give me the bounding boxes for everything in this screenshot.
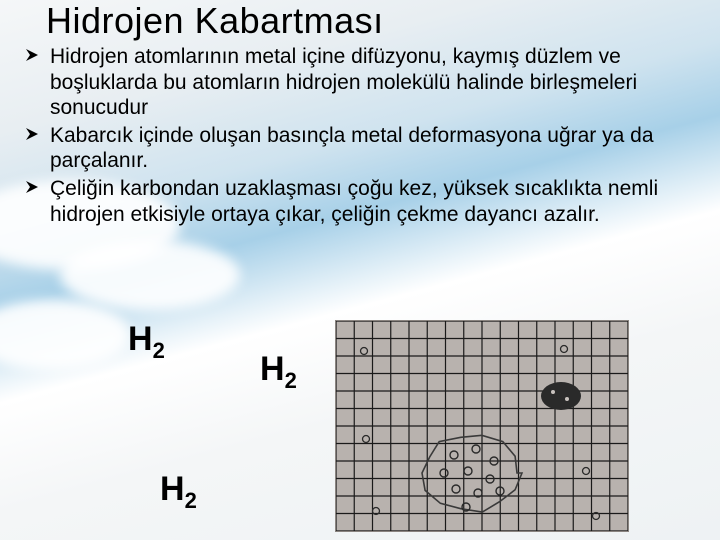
h2-text: H <box>128 320 153 358</box>
h2-sub: 2 <box>153 338 165 363</box>
bullet-text: Çeliğin karbondan uzaklaşması çoğu kez, … <box>50 177 658 226</box>
h2-label-3: H2 <box>160 470 197 514</box>
slide-content: Hidrojen Kabartması Hidrojen atomlarının… <box>0 0 720 227</box>
list-item: Hidrojen atomlarının metal içine difüzyo… <box>18 44 696 121</box>
h2-label-2: H2 <box>260 350 297 394</box>
h2-text: H <box>260 350 285 388</box>
h2-sub: 2 <box>185 488 197 513</box>
bullet-arrow-icon <box>24 179 40 195</box>
list-item: Çeliğin karbondan uzaklaşması çoğu kez, … <box>18 176 696 227</box>
bullet-arrow-icon <box>24 126 40 142</box>
h2-sub: 2 <box>285 368 297 393</box>
page-title: Hidrojen Kabartması <box>46 0 702 42</box>
bullet-text: Kabarcık içinde oluşan basınçla metal de… <box>50 124 654 173</box>
bullet-text: Hidrojen atomlarının metal içine difüzyo… <box>50 45 637 119</box>
list-item: Kabarcık içinde oluşan basınçla metal de… <box>18 123 696 174</box>
bullet-list: Hidrojen atomlarının metal içine difüzyo… <box>18 44 702 227</box>
lattice-svg <box>336 321 628 531</box>
h2-text: H <box>160 470 185 508</box>
h2-label-1: H2 <box>128 320 165 364</box>
lattice-diagram <box>335 320 629 532</box>
bullet-arrow-icon <box>24 47 40 63</box>
